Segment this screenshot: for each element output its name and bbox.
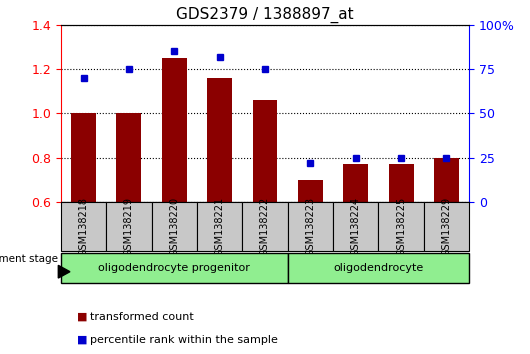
FancyBboxPatch shape xyxy=(423,202,469,251)
FancyBboxPatch shape xyxy=(242,202,288,251)
Text: GSM138219: GSM138219 xyxy=(124,197,134,256)
Text: GSM138225: GSM138225 xyxy=(396,197,406,256)
FancyBboxPatch shape xyxy=(288,202,333,251)
Text: oligodendrocyte progenitor: oligodendrocyte progenitor xyxy=(99,263,250,273)
Text: GSM138221: GSM138221 xyxy=(215,197,225,256)
Text: percentile rank within the sample: percentile rank within the sample xyxy=(90,335,278,345)
Bar xyxy=(388,164,413,202)
Text: GSM138224: GSM138224 xyxy=(351,197,361,256)
Bar xyxy=(434,158,459,202)
Text: GSM138223: GSM138223 xyxy=(305,197,315,256)
Text: oligodendrocyte: oligodendrocyte xyxy=(333,263,423,273)
Bar xyxy=(71,113,96,202)
FancyBboxPatch shape xyxy=(378,202,423,251)
FancyBboxPatch shape xyxy=(61,253,288,283)
Text: ■: ■ xyxy=(77,335,87,345)
FancyBboxPatch shape xyxy=(152,202,197,251)
Bar xyxy=(162,58,187,202)
Bar xyxy=(343,164,368,202)
FancyBboxPatch shape xyxy=(197,202,242,251)
FancyBboxPatch shape xyxy=(333,202,378,251)
Bar xyxy=(117,113,142,202)
FancyBboxPatch shape xyxy=(61,202,107,251)
Bar xyxy=(252,100,278,202)
FancyBboxPatch shape xyxy=(107,202,152,251)
Text: GSM138220: GSM138220 xyxy=(169,197,179,256)
Text: ■: ■ xyxy=(77,312,87,322)
Text: transformed count: transformed count xyxy=(90,312,194,322)
Text: GSM138218: GSM138218 xyxy=(78,197,89,256)
Title: GDS2379 / 1388897_at: GDS2379 / 1388897_at xyxy=(176,7,354,23)
Text: GSM138222: GSM138222 xyxy=(260,197,270,256)
Bar xyxy=(298,180,323,202)
FancyBboxPatch shape xyxy=(288,253,469,283)
Text: development stage: development stage xyxy=(0,254,58,264)
Bar xyxy=(207,78,232,202)
Text: GSM138229: GSM138229 xyxy=(441,197,452,256)
